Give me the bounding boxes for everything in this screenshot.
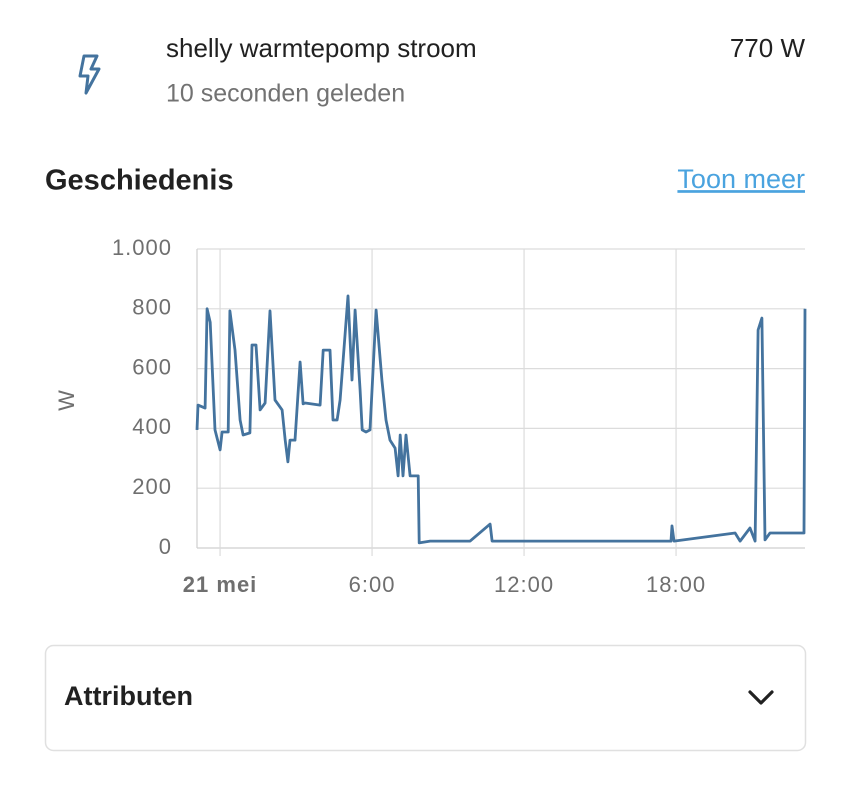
y-tick-label: 400 — [132, 414, 172, 439]
attributes-title: Attributen — [64, 681, 193, 711]
x-tick-label: 6:00 — [349, 572, 396, 597]
y-tick-label: 800 — [132, 295, 172, 320]
y-tick-label: 1.000 — [112, 235, 172, 260]
expand-chevron[interactable] — [748, 690, 774, 705]
x-tick-label: 21 mei — [183, 572, 258, 597]
y-tick-label: 200 — [132, 474, 172, 499]
last-changed: 10 seconden geleden — [166, 80, 405, 108]
y-tick-label: 0 — [159, 534, 172, 559]
history-line — [195, 294, 807, 545]
y-tick-label: 600 — [132, 354, 172, 379]
history-chart: 0 200 400 600 800 1.000 21 mei 6:00 12:00 18:00 — [112, 235, 807, 597]
entity-state: 770 W — [730, 33, 806, 63]
y-axis-label: W — [54, 389, 79, 411]
entity-name: shelly warmtepomp stroom — [166, 33, 477, 63]
x-tick-label: 12:00 — [494, 572, 554, 597]
section-title: Geschiedenis — [45, 165, 234, 197]
show-more-link[interactable]: Toon meer — [677, 164, 805, 194]
attributes-panel[interactable] — [44, 644, 807, 752]
x-tick-label: 18:00 — [646, 572, 706, 597]
entity-icon — [78, 54, 101, 95]
